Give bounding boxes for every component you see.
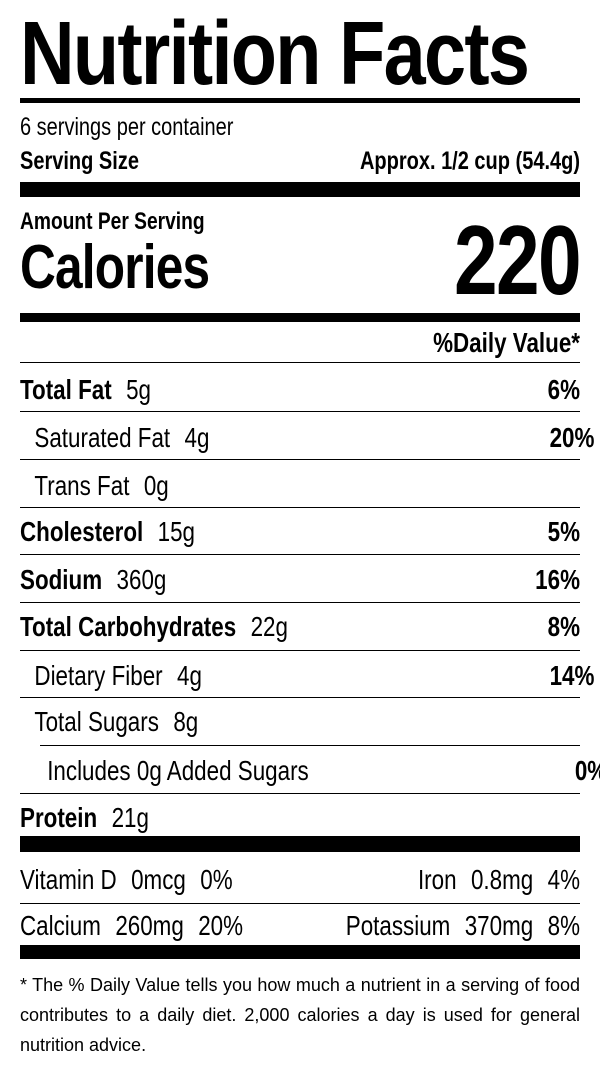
rule <box>20 411 580 412</box>
vitamin-dv: 8% <box>547 910 580 941</box>
dv-header-text: %Daily Value* <box>433 327 580 358</box>
nutrient-name: Total Fat <box>20 374 112 405</box>
nutrient-amount: 4g <box>177 660 202 691</box>
rule <box>20 793 580 794</box>
nutrient-dv: 5% <box>547 516 580 547</box>
nutrient-row: Total Sugars 8g <box>20 702 594 742</box>
rule <box>20 554 580 555</box>
rule <box>20 903 580 904</box>
nutrient-amount: 21g <box>111 802 149 833</box>
nutrient-row: Protein 21g <box>20 798 580 838</box>
nutrient-name: Trans Fat <box>34 470 130 501</box>
nutrient-row: Saturated Fat 4g 20% <box>20 418 594 458</box>
nutrient-amount: 22g <box>250 611 288 642</box>
vitamin-amount: 0mcg <box>131 864 186 895</box>
rule <box>20 697 580 698</box>
thick-rule <box>20 182 580 197</box>
rule <box>20 650 580 651</box>
vitamin-amount: 370mg <box>464 910 534 941</box>
nutrient-amount: 5g <box>126 374 151 405</box>
nutrient-amount: 8g <box>173 706 199 737</box>
vitamin-name: Potassium <box>345 910 451 941</box>
vitamin-name: Iron <box>417 864 457 895</box>
nutrient-name: Saturated Fat <box>34 422 171 453</box>
serving-size-label: Serving Size <box>20 147 139 175</box>
title: Nutrition Facts <box>20 4 530 104</box>
nutrient-dv: 14% <box>549 660 595 691</box>
rule <box>20 507 580 508</box>
nutrient-row: Total Carbohydrates 22g 8% <box>20 607 580 647</box>
nutrient-name: Total Sugars <box>34 706 159 737</box>
thick-rule <box>20 313 580 322</box>
nutrient-name: Sodium <box>20 564 103 595</box>
rule <box>40 745 580 746</box>
servings: 6 servings per container <box>20 112 580 142</box>
nutrient-amount: 360g <box>116 564 167 595</box>
vitamin-row: Vitamin D 0mcg 0% Iron 0.8mg 4% <box>20 860 580 900</box>
nutrient-name: Dietary Fiber <box>34 660 163 691</box>
amount-label: Amount Per Serving <box>20 208 205 235</box>
nutrient-row: Cholesterol 15g 5% <box>20 512 580 552</box>
rule <box>20 98 580 103</box>
vitamin-name: Vitamin D <box>20 864 117 895</box>
nutrient-dv: 8% <box>547 611 580 642</box>
nutrient-dv: 0% <box>574 755 600 786</box>
nutrient-dv: 16% <box>535 564 580 595</box>
nutrient-name: Includes 0g Added Sugars <box>47 755 309 786</box>
calories-row: Calories 220 <box>20 205 582 315</box>
footnote: * The % Daily Value tells you how much a… <box>20 975 580 1055</box>
nutrient-row: Dietary Fiber 4g 14% <box>20 656 594 696</box>
serving-size-row: Serving Size Approx. 1/2 cup (54.4g) <box>20 146 580 176</box>
calories-value: 220 <box>453 205 582 315</box>
rule <box>20 459 580 460</box>
vitamin-amount: 260mg <box>115 910 184 941</box>
nutrient-amount: 4g <box>184 422 210 453</box>
thick-rule <box>20 836 580 852</box>
calories-label: Calories <box>20 233 210 302</box>
dv-header: %Daily Value* <box>20 323 580 363</box>
vitamin-amount: 0.8mg <box>470 864 534 895</box>
vitamin-row: Calcium 260mg 20% Potassium 370mg 8% <box>20 906 580 946</box>
nutrient-name: Cholesterol <box>20 516 144 547</box>
vitamin-dv: 0% <box>200 864 233 895</box>
nutrient-dv: 6% <box>547 374 580 405</box>
vitamin-dv: 20% <box>198 910 244 941</box>
serving-size: Approx. 1/2 cup (54.4g) <box>359 147 580 175</box>
thick-rule <box>20 945 580 959</box>
nutrient-row: Sodium 360g 16% <box>20 560 580 600</box>
nutrient-amount: 15g <box>157 516 195 547</box>
nutrient-name: Total Carbohydrates <box>20 611 237 642</box>
rule <box>20 602 580 603</box>
vitamin-dv: 4% <box>547 864 580 895</box>
nutrient-row: Includes 0g Added Sugars 0% <box>20 751 600 791</box>
rule <box>20 362 580 363</box>
vitamin-name: Calcium <box>20 910 101 941</box>
nutrient-name: Protein <box>20 802 98 833</box>
amount-per-serving: Amount Per Serving <box>20 207 580 237</box>
nutrient-row: Trans Fat 0g <box>20 466 594 506</box>
servings-text: 6 servings per container <box>20 113 234 141</box>
nutrient-dv: 20% <box>549 422 595 453</box>
nutrient-row: Total Fat 5g 6% <box>20 370 580 410</box>
nutrient-amount: 0g <box>143 470 169 501</box>
